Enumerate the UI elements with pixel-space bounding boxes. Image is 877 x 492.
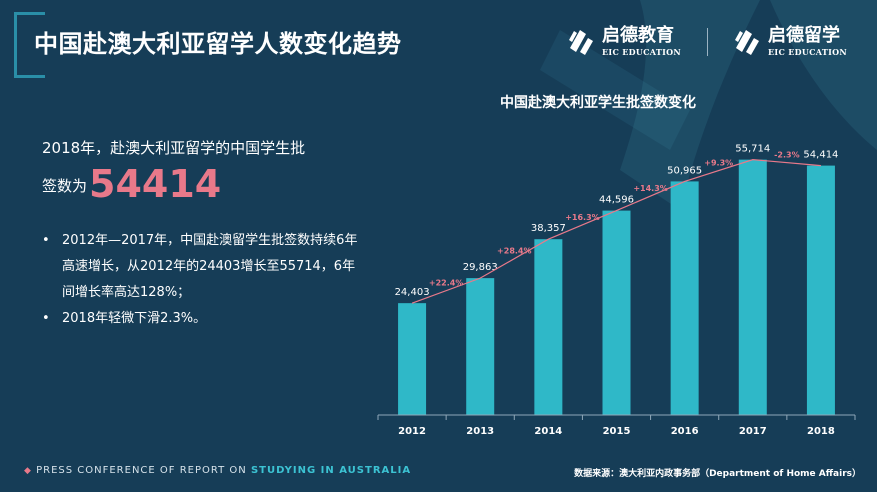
growth-label: +14.3% [633,184,667,193]
bar-2018 [806,165,835,415]
growth-label: +9.3% [704,159,733,168]
growth-label: +28.4% [497,247,531,256]
data-source: 数据来源：澳大利亚内政事务部（Department of Home Affair… [574,469,861,479]
value-label-2018: 54,414 [803,150,838,161]
growth-label: -2.3% [774,151,800,160]
bar-2016 [670,181,699,415]
bar-chart: 24,403 2012 29,863 2013 38,357 2014 44,596 2015… [377,144,856,437]
value-label-2014: 38,357 [531,223,566,234]
x-tick-label-2017: 2017 [739,426,767,437]
growth-label: +22.4% [429,279,463,288]
intro-paragraph: 2018年，赴澳大利亚留学的中国学生批 签数为54414 [42,130,362,204]
chart-title: 中国赴澳大利亚学生批签数变化 [500,95,696,111]
logo2-subtitle: EIC EDUCATION [768,46,848,57]
logo1-subtitle: EIC EDUCATION [602,46,682,57]
logo-eic-study-abroad: 启德留学 EIC EDUCATION [732,26,847,56]
x-tick-label-2014: 2014 [534,426,562,437]
eic-logo-icon [735,30,759,55]
growth-label: +16.3% [565,213,599,222]
intro-line-1: 2018年，赴澳大利亚留学的中国学生批 [42,139,306,157]
bullet-list: 2012年—2017年，中国赴澳留学生批签数持续6年高速增长，从2012年的24… [42,228,362,332]
bar-2017 [738,159,767,415]
bar-2013 [466,278,495,415]
x-tick-label-2015: 2015 [603,426,631,437]
page-title: 中国赴澳大利亚留学人数变化趋势 [34,30,402,58]
growth-trend-line [411,159,821,304]
bullet-item: 2018年轻微下滑2.3%。 [42,306,362,332]
x-tick-label-2016: 2016 [671,426,699,437]
value-label-2015: 44,596 [599,195,634,206]
eic-logo-icon [569,30,593,55]
value-label-2012: 24,403 [395,287,430,298]
logo2-name: 启德留学 [768,24,840,46]
bar-2012 [398,303,427,415]
x-tick-label-2018: 2018 [807,426,835,437]
bar-2015 [602,210,631,415]
x-tick-label-2013: 2013 [466,426,494,437]
bullet-item: 2012年—2017年，中国赴澳留学生批签数持续6年高速增长，从2012年的24… [42,228,362,306]
intro-line-2: 签数为 [42,177,88,195]
title-bracket-decoration [14,12,45,78]
logo-eic-education: 启德教育 EIC EDUCATION [566,26,681,56]
x-tick-label-2012: 2012 [398,426,426,437]
footer-prefix: PRESS CONFERENCE OF REPORT ON [36,465,247,476]
highlight-number: 54414 [89,162,222,206]
bar-2014 [534,239,563,415]
value-label-2017: 55,714 [735,144,770,155]
logo1-name: 启德教育 [602,24,674,46]
value-label-2016: 50,965 [667,165,702,176]
value-label-2013: 29,863 [463,262,498,273]
logo-divider [707,28,708,56]
diamond-icon: ◆ [24,466,32,476]
footer-highlight: STUDYING IN AUSTRALIA [250,465,412,476]
footer-tagline: ◆ PRESS CONFERENCE OF REPORT ON STUDYING… [24,465,411,476]
